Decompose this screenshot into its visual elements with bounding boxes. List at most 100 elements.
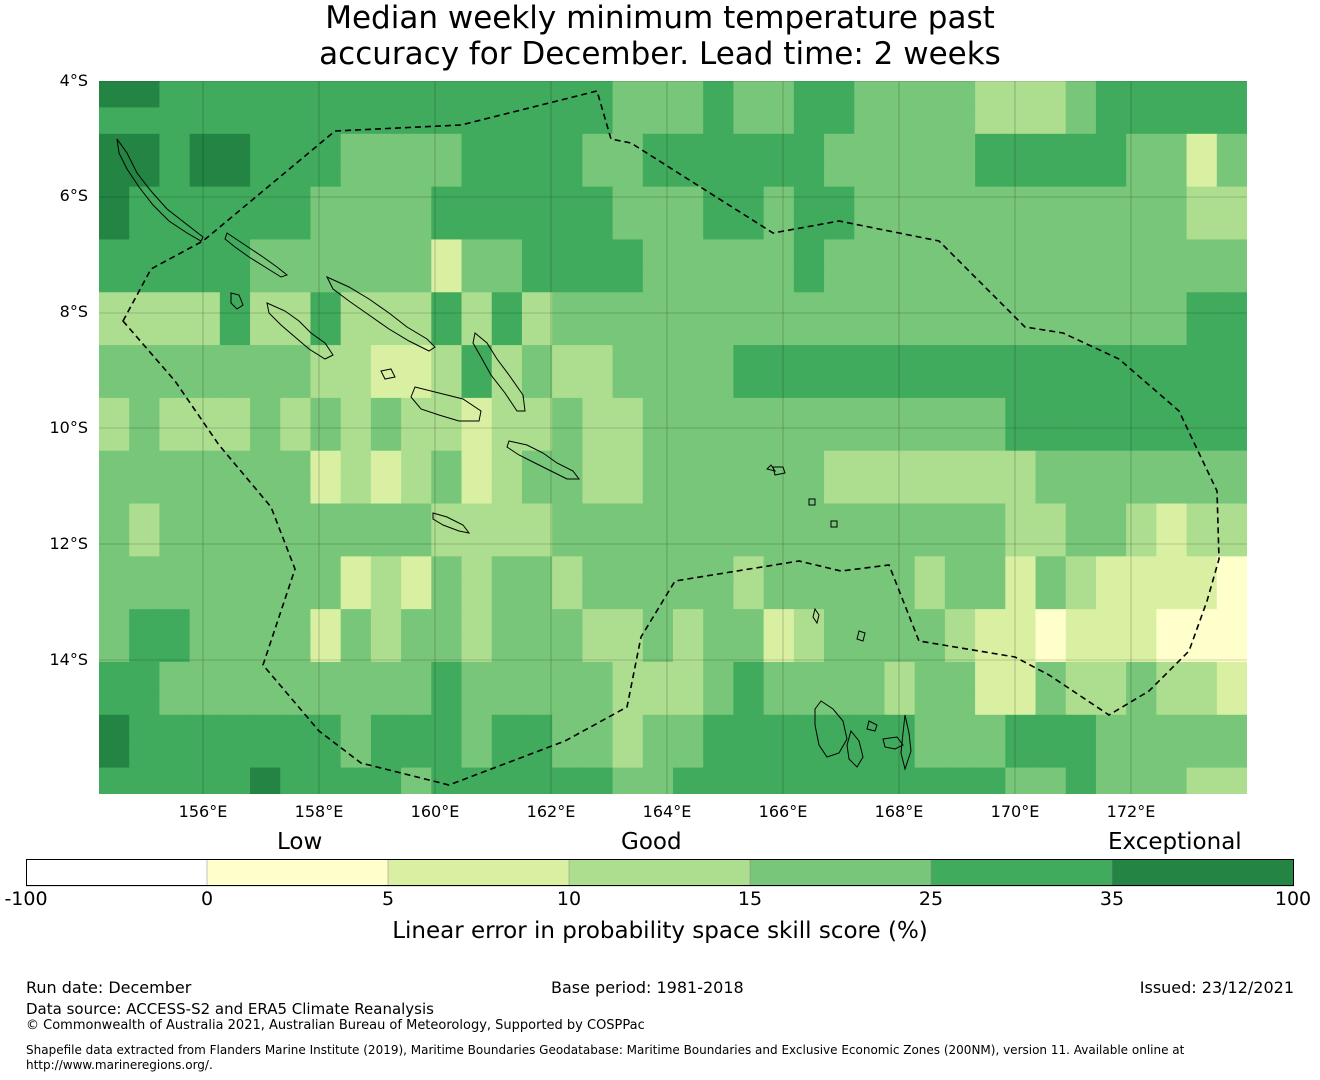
skill-cell (189, 292, 221, 320)
skill-cell (703, 450, 735, 478)
skill-cell (703, 107, 735, 135)
skill-cell (1156, 345, 1188, 373)
skill-cell (340, 160, 372, 188)
skill-cell (250, 186, 281, 214)
skill-cell (793, 767, 825, 794)
skill-cell (99, 741, 130, 769)
skill-cell (612, 186, 644, 214)
skill-cell (673, 133, 704, 161)
skill-cell (250, 529, 281, 557)
skill-cell (884, 318, 916, 346)
skill-cell (1156, 556, 1188, 584)
skill-cell (703, 714, 735, 742)
skill-cell (1065, 239, 1097, 267)
skill-cell (824, 345, 855, 373)
skill-cell (612, 265, 644, 293)
y-label-8s: 8°S (59, 302, 88, 321)
skill-cell (99, 529, 130, 557)
skill-cell (1005, 450, 1037, 478)
skill-cell (793, 265, 825, 293)
vanikoro-island (772, 466, 786, 476)
skill-cell (1126, 81, 1157, 109)
skill-cell (582, 81, 614, 109)
skill-cell (280, 503, 312, 531)
skill-cell (1095, 213, 1127, 241)
skill-cell (552, 661, 583, 689)
skill-cell (793, 661, 825, 689)
skill-cell (552, 133, 583, 161)
skill-cell (250, 397, 281, 425)
skill-cell (854, 424, 886, 452)
skill-cell (1126, 477, 1157, 505)
malakula-island (846, 729, 864, 768)
skill-cell (884, 661, 916, 689)
skill-cell (552, 239, 583, 267)
skill-cell (763, 556, 795, 584)
skill-cell (1156, 371, 1188, 399)
skill-cell (1035, 609, 1067, 637)
skill-cell (733, 239, 765, 267)
skill-cell (370, 239, 402, 267)
skill-cell (461, 133, 493, 161)
skill-cell (582, 345, 614, 373)
skill-cell (733, 635, 765, 663)
skill-cell (914, 397, 946, 425)
skill-cell (612, 556, 644, 584)
skill-cell (99, 503, 130, 531)
skill-cell (642, 661, 674, 689)
skill-cell (129, 292, 161, 320)
skill-cell (431, 477, 463, 505)
skill-cell (582, 582, 614, 610)
skill-cell (1156, 239, 1188, 267)
skill-cell (491, 265, 523, 293)
skill-cell (582, 424, 614, 452)
skill-cell (824, 186, 855, 214)
skill-cell (280, 741, 312, 769)
skill-cell (1216, 371, 1247, 399)
skill-cell (763, 107, 795, 135)
skill-cell (673, 397, 704, 425)
skill-cell (854, 503, 886, 531)
skill-cell (1186, 292, 1218, 320)
skill-cell (1035, 107, 1067, 135)
skill-cell (159, 318, 191, 346)
skill-cell (1156, 767, 1188, 794)
skill-cell (310, 81, 342, 109)
skill-cell (854, 767, 886, 794)
skill-cell (340, 397, 372, 425)
skill-cell (552, 556, 583, 584)
skill-cell (824, 213, 855, 241)
skill-cell (884, 292, 916, 320)
skill-cell (914, 424, 946, 452)
skill-cell (159, 160, 191, 188)
skill-cell (401, 345, 432, 373)
skill-cell (975, 397, 1006, 425)
skill-cell (1065, 635, 1097, 663)
skill-cell (612, 635, 644, 663)
skill-cell (129, 609, 161, 637)
skill-cell (219, 424, 251, 452)
skill-cell (733, 477, 765, 505)
skill-cell (673, 345, 704, 373)
skill-cell (1035, 81, 1067, 109)
skill-cell (1005, 529, 1037, 557)
skill-cell (1095, 741, 1127, 769)
skill-cell (552, 160, 583, 188)
skill-cell (491, 661, 523, 689)
skill-cell (1005, 609, 1037, 637)
skill-cell (370, 714, 402, 742)
skill-cell (582, 556, 614, 584)
skill-cell (159, 635, 191, 663)
skill-cell (552, 292, 583, 320)
colorbar-segment (206, 859, 389, 887)
skill-cell (1156, 292, 1188, 320)
skill-cell (431, 714, 463, 742)
skill-cell (250, 371, 281, 399)
base-period: Base period: 1981-2018 (551, 978, 744, 997)
skill-cell (189, 318, 221, 346)
shapefile-note: Shapefile data extracted from Flanders M… (26, 1043, 1185, 1072)
skill-cell (1005, 688, 1037, 716)
skill-cell (824, 688, 855, 716)
skill-cell (1126, 661, 1157, 689)
skill-cell (159, 371, 191, 399)
